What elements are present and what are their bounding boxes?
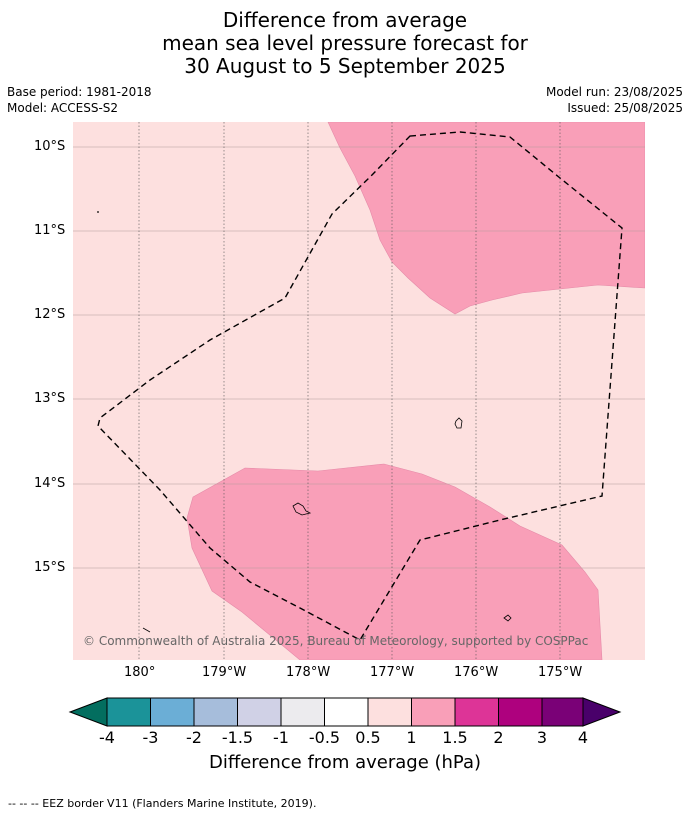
issued-text: Issued: 25/08/2025	[567, 101, 683, 115]
latitude-gridlines	[73, 146, 645, 569]
lat-label-13s: 13°S	[34, 391, 66, 406]
colorbar-bin-3	[194, 698, 238, 726]
colorbar-bin-1	[107, 698, 151, 726]
eez-legend-text: -- -- -- EEZ border V11 (Flanders Marine…	[8, 797, 317, 810]
lat-label-12s: 12°S	[34, 307, 66, 322]
colorbar-bin-11	[542, 698, 583, 726]
colorbar-bin-6	[324, 698, 368, 726]
colorbar-label-2: 2	[493, 728, 504, 747]
island-west-dot	[97, 211, 99, 213]
colorbar-label-1: 1	[406, 728, 417, 747]
colorbar-label-3: 3	[536, 728, 548, 747]
colorbar-bin-8	[411, 698, 455, 726]
lon-label-177w: 177°W	[370, 665, 415, 680]
lon-label-180: 180°	[124, 665, 156, 680]
lat-label-15s: 15°S	[34, 560, 66, 575]
base-period-text: Base period: 1981-2018	[7, 85, 152, 99]
lat-label-11s: 11°S	[34, 223, 66, 238]
colorbar-bin-2	[150, 698, 194, 726]
colorbar-label-neg4: -4	[99, 728, 115, 747]
lon-label-178w: 178°W	[286, 665, 331, 680]
colorbar-label-1-5: 1.5	[442, 728, 468, 747]
title-line-2: mean sea level pressure forecast for	[162, 31, 528, 55]
colorbar-bin-10	[498, 698, 542, 726]
lat-label-10s: 10°S	[34, 139, 66, 154]
model-text: Model: ACCESS-S2	[7, 101, 119, 115]
colorbar-label-neg1-5: -1.5	[221, 728, 254, 747]
island-small-islet	[454, 417, 463, 429]
colorbar-bin-9	[455, 698, 499, 726]
anomaly-region-northeast	[327, 122, 645, 315]
colorbar-label-neg3: -3	[142, 728, 159, 747]
model-run-text: Model run: 23/08/2025	[545, 85, 683, 99]
colorbar-low-arrow	[68, 697, 108, 727]
lon-label-175w: 175°W	[538, 665, 583, 680]
title-line-3: 30 August to 5 September 2025	[184, 54, 506, 78]
eez-border	[97, 131, 623, 641]
colorbar-label-neg2: -2	[186, 728, 202, 747]
lon-label-176w: 176°W	[454, 665, 499, 680]
colorbar-high-arrow	[582, 697, 622, 727]
title-line-1: Difference from average	[222, 8, 468, 32]
colorbar-bin-4	[237, 698, 281, 726]
colorbar-label-4: 4	[577, 728, 589, 747]
island-southwest-edge	[142, 627, 151, 633]
colorbar-label-0-5: 0.5	[355, 728, 381, 747]
island-south	[503, 614, 512, 622]
anomaly-region-southwest	[186, 463, 603, 660]
island-samoa	[292, 502, 312, 516]
copyright-text: © Commonwealth of Australia 2025, Bureau…	[83, 634, 588, 648]
lat-label-14s: 14°S	[34, 476, 66, 491]
colorbar-label-neg0-5: -0.5	[308, 728, 341, 747]
colorbar-title: Difference from average (hPa)	[208, 752, 482, 773]
colorbar-bin-7	[368, 698, 412, 726]
lon-label-179w: 179°W	[202, 665, 247, 680]
longitude-gridlines	[138, 122, 561, 660]
colorbar-label-neg1: -1	[273, 728, 289, 747]
colorbar-bin-5	[281, 698, 325, 726]
